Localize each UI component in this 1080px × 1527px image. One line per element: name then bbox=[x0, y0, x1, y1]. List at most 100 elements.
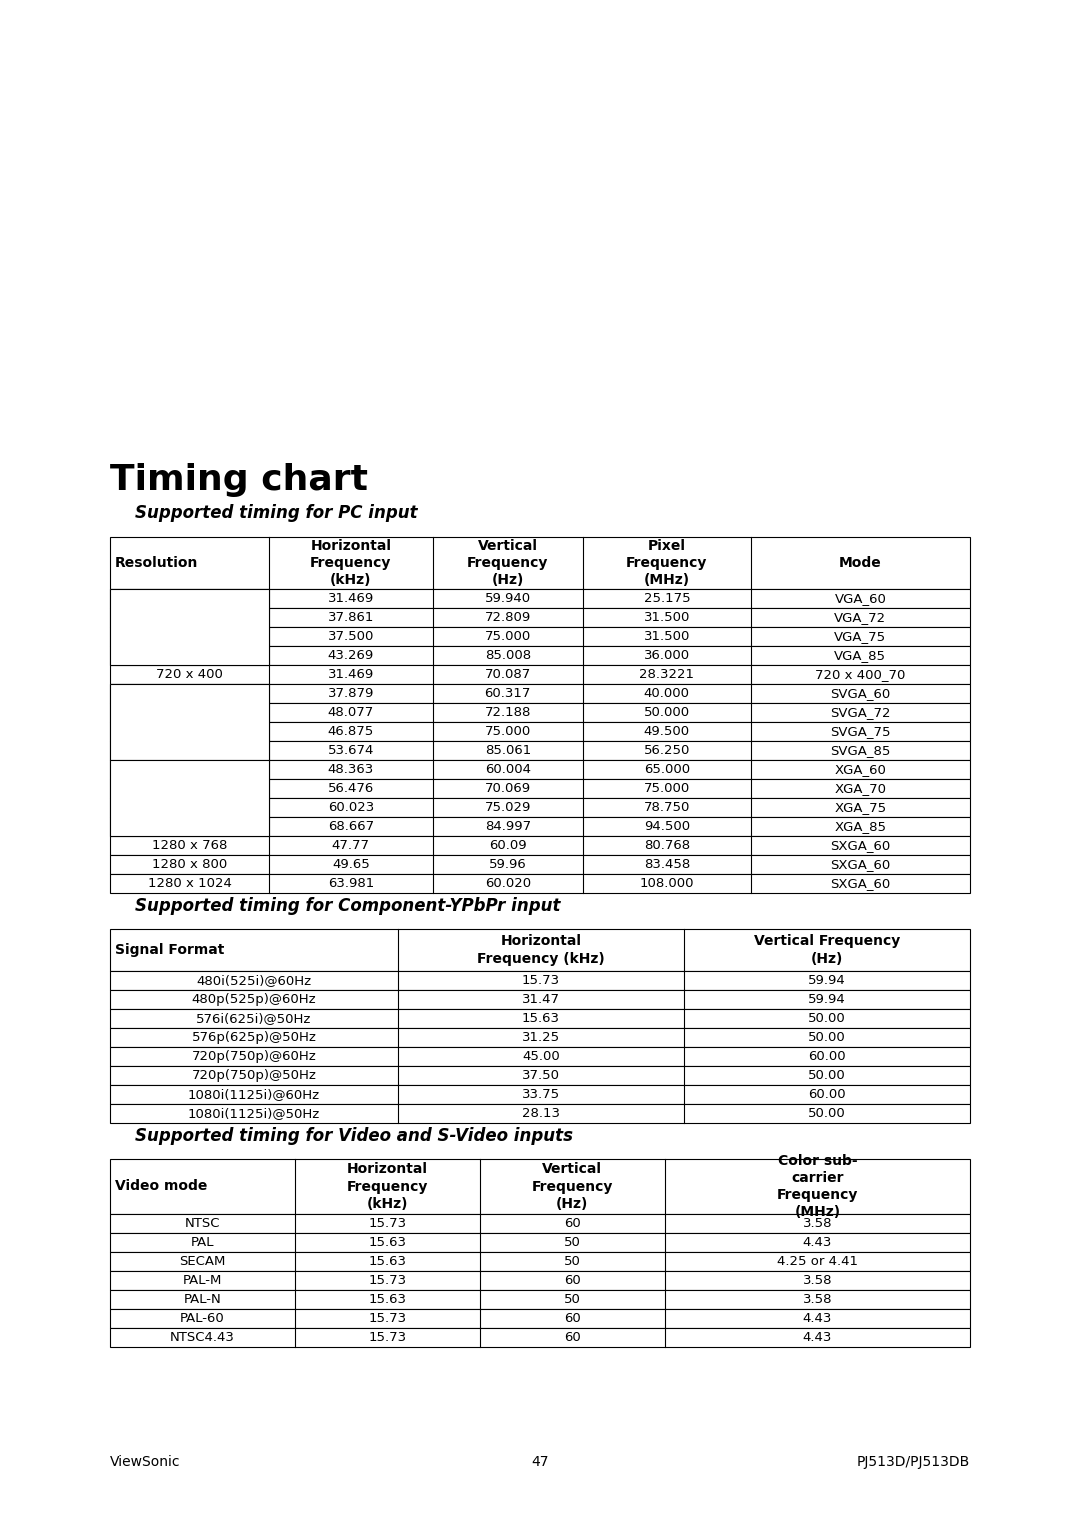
Text: PAL-60: PAL-60 bbox=[180, 1312, 225, 1325]
Bar bbox=[110, 1009, 970, 1028]
Text: 31.500: 31.500 bbox=[644, 631, 690, 643]
Bar bbox=[110, 589, 970, 608]
Text: 15.73: 15.73 bbox=[368, 1312, 406, 1325]
Text: 50: 50 bbox=[564, 1255, 581, 1267]
Text: VGA_75: VGA_75 bbox=[834, 631, 887, 643]
Text: 49.65: 49.65 bbox=[332, 858, 369, 870]
Bar bbox=[110, 538, 970, 589]
Text: 15.73: 15.73 bbox=[368, 1217, 406, 1231]
Bar bbox=[110, 1328, 970, 1347]
Text: 72.188: 72.188 bbox=[485, 705, 531, 719]
Text: 59.940: 59.940 bbox=[485, 592, 530, 605]
Text: Supported timing for PC input: Supported timing for PC input bbox=[135, 504, 418, 522]
Text: Vertical Frequency
(Hz): Vertical Frequency (Hz) bbox=[754, 935, 900, 965]
Text: 60: 60 bbox=[564, 1274, 581, 1287]
Text: 59.96: 59.96 bbox=[489, 858, 527, 870]
Text: XGA_85: XGA_85 bbox=[835, 820, 887, 834]
Text: Video mode: Video mode bbox=[114, 1179, 207, 1194]
Text: 75.000: 75.000 bbox=[485, 631, 531, 643]
Bar bbox=[110, 928, 970, 971]
Text: SVGA_72: SVGA_72 bbox=[831, 705, 891, 719]
Text: 50.00: 50.00 bbox=[808, 1031, 846, 1044]
Text: 50.00: 50.00 bbox=[808, 1107, 846, 1119]
Text: PJ513D/PJ513DB: PJ513D/PJ513DB bbox=[856, 1455, 970, 1469]
Bar bbox=[110, 760, 970, 779]
Text: 4.43: 4.43 bbox=[802, 1332, 832, 1344]
Text: 59.94: 59.94 bbox=[808, 993, 846, 1006]
Text: 720 x 400: 720 x 400 bbox=[157, 667, 222, 681]
Text: Supported timing for Component-YPbPr input: Supported timing for Component-YPbPr inp… bbox=[135, 896, 561, 915]
Text: 576i(625i)@50Hz: 576i(625i)@50Hz bbox=[197, 1012, 312, 1025]
Bar bbox=[110, 608, 970, 628]
Text: Horizontal
Frequency
(kHz): Horizontal Frequency (kHz) bbox=[310, 539, 391, 588]
Text: 1080i(1125i)@50Hz: 1080i(1125i)@50Hz bbox=[188, 1107, 320, 1119]
Bar bbox=[110, 855, 970, 873]
Text: 56.250: 56.250 bbox=[644, 744, 690, 757]
Bar bbox=[110, 1066, 970, 1086]
Bar bbox=[110, 971, 970, 989]
Text: 720 x 400_70: 720 x 400_70 bbox=[815, 667, 905, 681]
Bar bbox=[110, 1214, 970, 1232]
Text: SVGA_85: SVGA_85 bbox=[831, 744, 891, 757]
Bar bbox=[110, 722, 970, 741]
Bar bbox=[110, 873, 970, 893]
Text: 80.768: 80.768 bbox=[644, 838, 690, 852]
Text: SXGA_60: SXGA_60 bbox=[831, 858, 891, 870]
Text: 1280 x 1024: 1280 x 1024 bbox=[148, 876, 231, 890]
Text: 63.981: 63.981 bbox=[327, 876, 374, 890]
Text: 49.500: 49.500 bbox=[644, 725, 690, 738]
Text: 75.000: 75.000 bbox=[485, 725, 531, 738]
Bar bbox=[110, 817, 970, 835]
Text: 37.879: 37.879 bbox=[327, 687, 374, 699]
Text: 48.363: 48.363 bbox=[327, 764, 374, 776]
Text: Signal Format: Signal Format bbox=[114, 944, 225, 957]
Text: Vertical
Frequency
(Hz): Vertical Frequency (Hz) bbox=[531, 1162, 613, 1211]
Text: 31.469: 31.469 bbox=[327, 592, 374, 605]
Text: 800 x 600: 800 x 600 bbox=[157, 716, 222, 728]
Text: Supported timing for Video and S-Video inputs: Supported timing for Video and S-Video i… bbox=[135, 1127, 573, 1145]
Text: 50.00: 50.00 bbox=[808, 1012, 846, 1025]
Text: 50: 50 bbox=[564, 1293, 581, 1306]
Text: 15.63: 15.63 bbox=[368, 1255, 406, 1267]
Text: 720p(750p)@50Hz: 720p(750p)@50Hz bbox=[191, 1069, 316, 1083]
Text: 15.63: 15.63 bbox=[368, 1235, 406, 1249]
Bar bbox=[110, 989, 970, 1009]
Text: 50.000: 50.000 bbox=[644, 705, 690, 719]
Text: 480i(525i)@60Hz: 480i(525i)@60Hz bbox=[197, 974, 312, 986]
Text: 75.029: 75.029 bbox=[485, 802, 531, 814]
Bar bbox=[110, 1048, 970, 1066]
Text: 15.73: 15.73 bbox=[522, 974, 559, 986]
Bar bbox=[110, 646, 970, 664]
Bar bbox=[110, 589, 269, 664]
Text: Pixel
Frequency
(MHz): Pixel Frequency (MHz) bbox=[626, 539, 707, 588]
Bar bbox=[110, 760, 269, 835]
Text: NTSC4.43: NTSC4.43 bbox=[170, 1332, 234, 1344]
Text: PAL: PAL bbox=[191, 1235, 214, 1249]
Bar bbox=[110, 1270, 970, 1290]
Text: 28.3221: 28.3221 bbox=[639, 667, 694, 681]
Text: 576p(625p)@50Hz: 576p(625p)@50Hz bbox=[191, 1031, 316, 1044]
Text: 47.77: 47.77 bbox=[332, 838, 369, 852]
Text: 65.000: 65.000 bbox=[644, 764, 690, 776]
Text: 60.00: 60.00 bbox=[808, 1089, 846, 1101]
Text: 4.43: 4.43 bbox=[802, 1312, 832, 1325]
Text: 15.63: 15.63 bbox=[368, 1293, 406, 1306]
Bar bbox=[110, 1309, 970, 1328]
Text: 25.175: 25.175 bbox=[644, 592, 690, 605]
Text: 48.077: 48.077 bbox=[327, 705, 374, 719]
Text: Resolution: Resolution bbox=[114, 556, 199, 570]
Text: 60: 60 bbox=[564, 1217, 581, 1231]
Text: 60.09: 60.09 bbox=[489, 838, 527, 852]
Text: NTSC: NTSC bbox=[185, 1217, 220, 1231]
Text: 31.25: 31.25 bbox=[522, 1031, 559, 1044]
Text: 46.875: 46.875 bbox=[327, 725, 374, 738]
Text: 15.73: 15.73 bbox=[368, 1332, 406, 1344]
Bar bbox=[110, 1290, 970, 1309]
Text: 36.000: 36.000 bbox=[644, 649, 690, 663]
Bar bbox=[110, 1232, 970, 1252]
Text: Color sub-
carrier
Frequency
(MHz): Color sub- carrier Frequency (MHz) bbox=[777, 1153, 858, 1220]
Text: 50: 50 bbox=[564, 1235, 581, 1249]
Text: 1280 x 768: 1280 x 768 bbox=[152, 838, 227, 852]
Bar bbox=[110, 1086, 970, 1104]
Text: 108.000: 108.000 bbox=[639, 876, 694, 890]
